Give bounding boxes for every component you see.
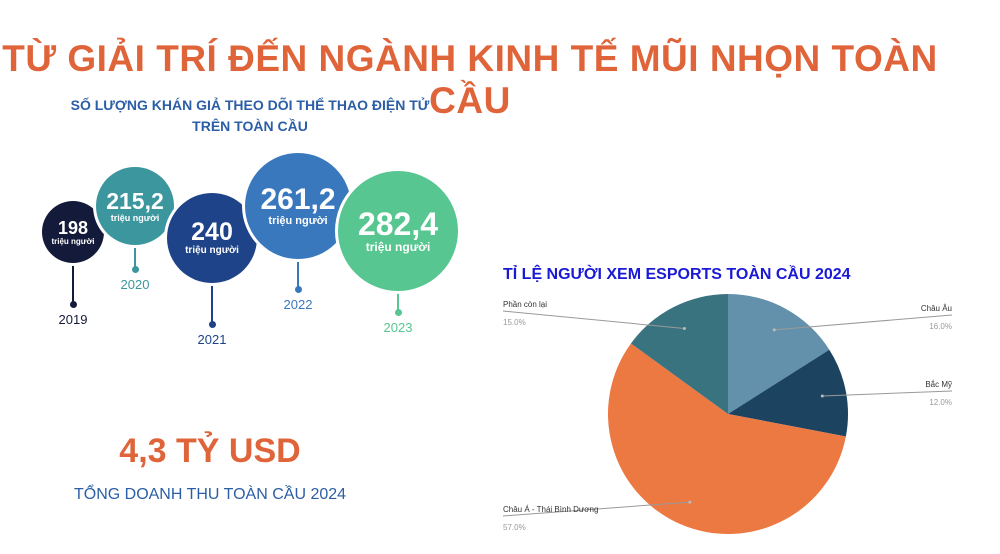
pie-slice (728, 294, 830, 414)
year-label: 2021 (197, 332, 227, 347)
bubble-unit: triệu người (51, 236, 95, 246)
leader-line (822, 390, 953, 397)
leader-line (774, 314, 953, 331)
slice-percent: 15.0% (503, 318, 526, 327)
year-label: 2022 (283, 297, 313, 312)
bubble-value: 282,4 (357, 206, 439, 242)
revenue-value: 4,3 TỶ USD (119, 432, 301, 470)
leader-dot (772, 328, 776, 332)
audience-bubble: 240 triệu người (167, 193, 257, 283)
leader-dot (820, 394, 824, 398)
leader-dot (682, 326, 686, 330)
leader-line (502, 310, 685, 329)
bubble-stem (72, 263, 74, 304)
bubble-dot (131, 266, 139, 273)
audience-bubble: 198 triệu người (42, 201, 104, 263)
audience-bubble: 215,2 triệu người (96, 167, 174, 245)
slice-label: Bắc Mỹ (925, 380, 952, 389)
leader-line (502, 501, 690, 517)
year-label: 2019 (58, 312, 88, 327)
bubble-dot (394, 309, 402, 316)
pie-slice (608, 343, 846, 534)
audience-subtitle: SỐ LƯỢNG KHÁN GIẢ THEO DÕI THỂ THAO ĐIỆN… (60, 95, 440, 137)
audience-bubble: 261,2 triệu người (245, 153, 351, 259)
bubble-dot (208, 321, 216, 328)
bubble-stem (397, 291, 399, 312)
bubble-value: 198 (57, 217, 89, 238)
bubble-stem (134, 245, 136, 269)
leader-dot (688, 500, 692, 504)
slice-label: Phần còn lại (503, 300, 548, 309)
pie-slice (630, 294, 728, 414)
subtitle-line-2: TRÊN TOÀN CẦU (192, 118, 308, 134)
revenue-label: TỔNG DOANH THU TOÀN CẦU 2024 (73, 486, 347, 503)
bubble-stem (297, 259, 299, 289)
bubble-unit: triệu người (185, 245, 239, 256)
page-title: TỪ GIẢI TRÍ ĐẾN NGÀNH KINH TẾ MŨI NHỌN T… (2, 38, 938, 121)
audience-bubble: 282,4 triệu người (338, 171, 458, 291)
slice-percent: 12.0% (929, 398, 952, 407)
bubble-value: 215,2 (106, 187, 164, 214)
bubble-dot (69, 301, 77, 308)
slice-label: Châu Âu (920, 304, 952, 313)
pie-slice (728, 349, 849, 437)
year-label: 2023 (383, 320, 413, 335)
bubble-unit: triệu người (110, 212, 160, 223)
year-label: 2020 (120, 277, 150, 292)
bubble-value: 240 (191, 218, 233, 246)
bubble-unit: triệu người (365, 240, 431, 254)
bubble-unit: triệu người (268, 215, 328, 227)
subtitle-line-1: SỐ LƯỢNG KHÁN GIẢ THEO DÕI THỂ THAO ĐIỆN… (70, 97, 430, 113)
pie-title: TỈ LỆ NGƯỜI XEM ESPORTS TOÀN CẦU 2024 (503, 266, 851, 283)
slice-label: Châu Á - Thái Bình Dương (503, 505, 599, 514)
bubble-value: 261,2 (260, 183, 336, 216)
slice-percent: 16.0% (929, 322, 952, 331)
bubble-dot (294, 286, 302, 293)
slice-percent: 57.0% (503, 523, 526, 532)
bubble-stem (211, 283, 213, 324)
